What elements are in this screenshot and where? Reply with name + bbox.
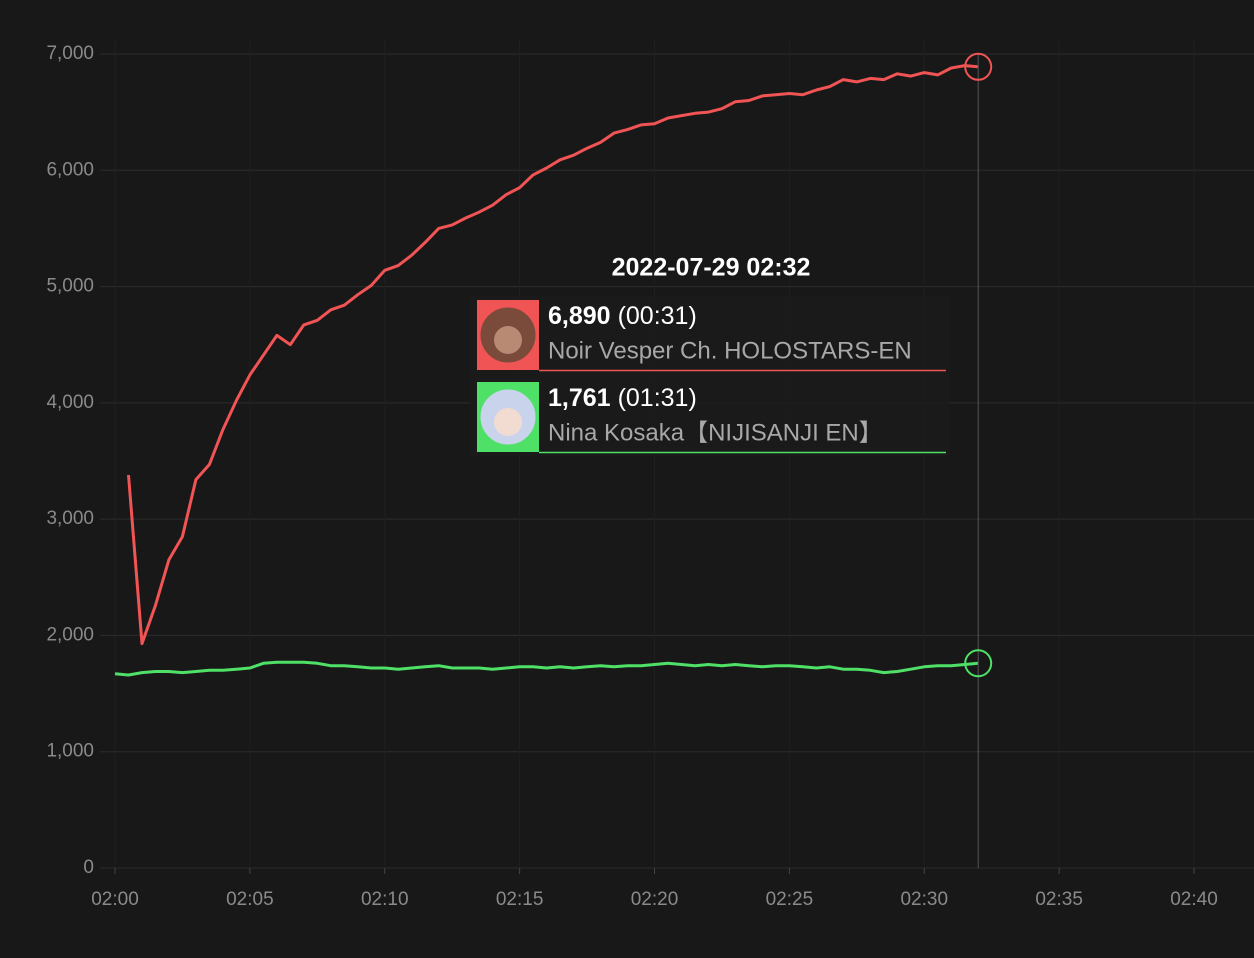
y-tick-label: 0 <box>83 857 94 878</box>
y-tick-label: 2,000 <box>46 624 94 645</box>
x-tick-label: 02:25 <box>766 889 814 910</box>
y-tick-label: 5,000 <box>46 276 94 297</box>
hover-marker <box>964 52 993 81</box>
y-tick-label: 6,000 <box>46 159 94 180</box>
tooltip-duration: (00:31) <box>618 302 697 330</box>
x-tick-label: 02:05 <box>226 889 274 910</box>
tooltip-value: 1,761 (01:31) <box>548 384 697 412</box>
hover-marker <box>964 649 993 678</box>
tooltip-name: Noir Vesper Ch. HOLOSTARS-EN <box>548 337 912 364</box>
x-tick-label: 02:15 <box>496 889 544 910</box>
tooltip-duration: (01:31) <box>618 384 697 412</box>
series-line <box>114 660 979 677</box>
x-tick-label: 02:10 <box>361 889 409 910</box>
x-tick-label: 02:40 <box>1170 889 1218 910</box>
y-tick-label: 3,000 <box>46 508 94 529</box>
tooltip-value-label: 1,761 <box>548 384 611 412</box>
tooltip-name: Nina Kosaka【NIJISANJI EN】 <box>548 419 883 446</box>
x-tick-label: 02:30 <box>900 889 948 910</box>
x-tick-label: 02:20 <box>631 889 679 910</box>
tooltip-title: 2022-07-29 02:32 <box>612 254 811 282</box>
y-tick-label: 1,000 <box>46 741 94 762</box>
tooltip-value: 6,890 (00:31) <box>548 302 697 330</box>
tooltip: 2022-07-29 02:32 6,890 (00:31) Noir Vesper… <box>470 254 950 456</box>
plot <box>114 52 993 868</box>
avatar-face <box>494 408 522 436</box>
x-tick-label: 02:00 <box>91 889 139 910</box>
series-line <box>127 64 979 646</box>
y-tick-label: 4,000 <box>46 392 94 413</box>
tooltip-value-label: 6,890 <box>548 302 611 330</box>
tooltip-box <box>470 296 950 456</box>
x-tick-label: 02:35 <box>1035 889 1083 910</box>
avatar-face <box>494 326 522 354</box>
y-tick-label: 7,000 <box>46 43 94 64</box>
